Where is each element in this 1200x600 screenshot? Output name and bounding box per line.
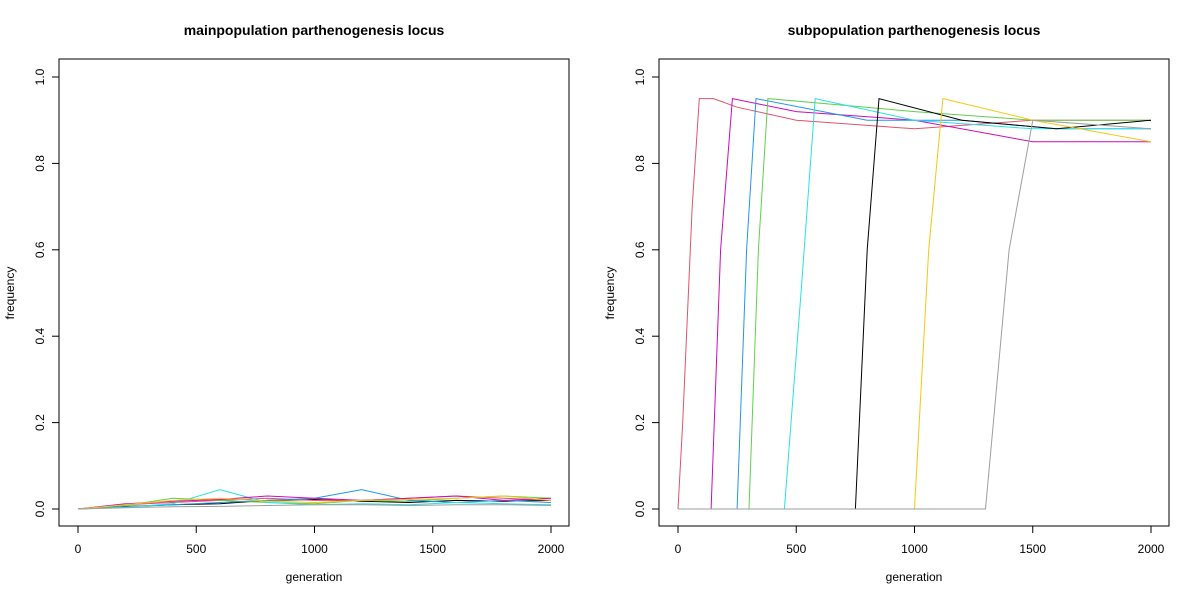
x-tick-label: 0 [675, 542, 682, 556]
y-tick-label: 0.6 [633, 241, 647, 258]
series-layer [677, 97, 1152, 510]
x-axis: 0 500 1000 1500 2000 [75, 525, 565, 556]
series-line-0 [677, 98, 1151, 510]
y-tick-label: 0.4 [633, 328, 647, 345]
x-tick-label: 500 [186, 542, 206, 556]
x-axis-label: generation [886, 570, 943, 584]
x-axis-label: generation [286, 570, 343, 584]
x-tick-label: 2000 [538, 542, 565, 556]
y-axis-label: frequency [603, 267, 617, 320]
chart-title: subpopulation parthenogenesis locus [788, 22, 1041, 38]
series-line-6 [678, 97, 1152, 510]
series-line-7 [77, 504, 552, 510]
y-tick-label: 0.6 [33, 241, 47, 258]
series-line-7 [678, 119, 1152, 510]
y-tick-label: 0.0 [633, 500, 647, 517]
y-tick-label: 0.8 [633, 155, 647, 172]
y-tick-label: 0.8 [33, 155, 47, 172]
series-line-4 [678, 97, 1151, 510]
x-axis: 0 500 1000 1500 2000 [675, 525, 1165, 556]
x-tick-label: 1500 [1019, 542, 1046, 556]
y-tick-label: 1.0 [33, 68, 47, 85]
x-tick-label: 1000 [901, 542, 928, 556]
chart-title: mainpopulation parthenogenesis locus [184, 22, 445, 38]
series-layer [77, 489, 552, 510]
x-tick-label: 500 [786, 542, 806, 556]
y-axis-label: frequency [3, 267, 17, 320]
y-axis: 0.0 0.2 0.4 0.6 0.8 1.0 [33, 68, 60, 517]
y-tick-label: 0.4 [33, 328, 47, 345]
series-line-1 [678, 97, 1151, 510]
series-line-1 [77, 495, 552, 510]
y-tick-label: 0.0 [33, 500, 47, 517]
series-line-6 [77, 495, 552, 510]
series-line-3 [678, 98, 1151, 510]
x-tick-label: 1500 [419, 542, 446, 556]
chart-panel-sub: subpopulation parthenogenesis locus gene… [603, 22, 1170, 584]
y-axis: 0.0 0.2 0.4 0.6 0.8 1.0 [633, 68, 660, 517]
x-tick-label: 2000 [1138, 542, 1165, 556]
x-tick-label: 0 [75, 542, 82, 556]
series-line-5 [678, 97, 1152, 510]
plot-frame [58, 58, 570, 527]
y-tick-label: 0.2 [633, 414, 647, 431]
y-tick-label: 0.2 [33, 414, 47, 431]
x-tick-label: 1000 [301, 542, 328, 556]
series-line-2 [678, 98, 1151, 510]
y-tick-label: 1.0 [633, 68, 647, 85]
chart-panel-main: mainpopulation parthenogenesis locus gen… [3, 22, 570, 584]
